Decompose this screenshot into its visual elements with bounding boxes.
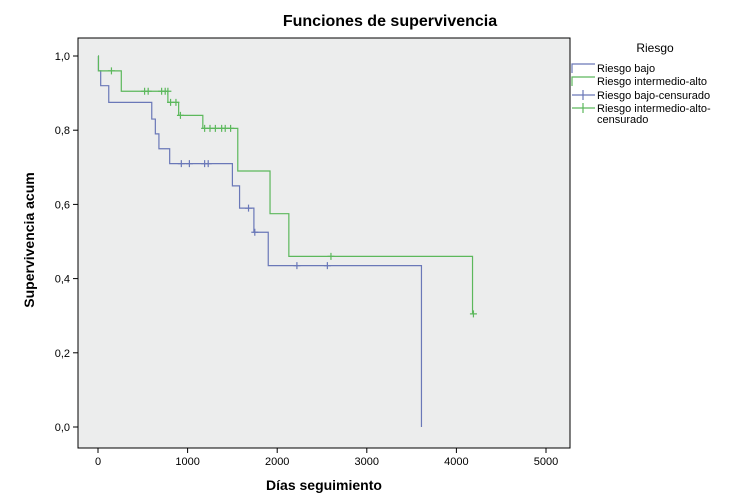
y-tick-label: 0,6 [55,199,70,211]
censor-mark-riesgo-intermedio-alto [227,124,235,132]
x-tick-label: 5000 [534,456,558,468]
y-tick-label: 0,0 [55,422,70,434]
legend-label-riesgo-intermedio-alto-censurado: Riesgo intermedio-alto- [597,103,711,115]
x-axis-title: Días seguimiento [266,477,382,493]
legend-label-riesgo-bajo-censurado: Riesgo bajo-censurado [597,90,710,102]
series-line-riesgo-intermedio-alto [97,55,474,314]
series-layer [97,55,477,427]
y-tick-label: 0,4 [55,274,70,286]
legend-title: Riesgo [636,41,674,55]
censor-mark-riesgo-intermedio-alto [144,87,152,95]
y-axis-title: Supervivencia acum [21,172,37,307]
censor-mark-riesgo-bajo [204,160,212,168]
censor-mark-riesgo-bajo [251,228,259,236]
chart-title: Funciones de supervivencia [283,13,497,30]
censor-mark-riesgo-intermedio-alto [469,310,477,318]
legend-swatch-riesgo-bajo-censurado [572,90,595,100]
x-tick-label: 0 [95,456,101,468]
legend-label-riesgo-intermedio-alto-censurado: censurado [597,114,648,126]
plot-area [77,37,571,449]
x-tick-label: 3000 [355,456,379,468]
x-axis: 0 1000 2000 3000 4000 5000 [95,448,558,468]
legend-label-riesgo-intermedio-alto: Riesgo intermedio-alto [597,76,707,88]
legend-swatch-riesgo-intermedio-alto [571,76,595,86]
legend-swatch-riesgo-bajo [571,63,595,73]
censor-mark-riesgo-intermedio-alto [107,67,115,75]
censor-mark-riesgo-bajo [323,262,331,270]
censor-mark-riesgo-intermedio-alto [176,111,184,119]
x-tick-label: 1000 [175,456,199,468]
legend-swatch-riesgo-intermedio-alto-censurado [572,103,595,113]
censor-mark-riesgo-bajo [177,160,185,168]
censor-mark-riesgo-bajo [185,160,193,168]
censor-mark-riesgo-intermedio-alto [211,124,219,132]
y-tick-label: 1,0 [55,51,70,63]
censor-mark-riesgo-intermedio-alto [172,98,180,106]
censor-mark-riesgo-intermedio-alto [327,252,335,260]
y-tick-label: 0,8 [55,125,70,137]
censor-mark-riesgo-bajo [293,262,301,270]
legend-label-riesgo-bajo: Riesgo bajo [597,63,655,75]
x-tick-label: 2000 [265,456,289,468]
x-tick-label: 4000 [444,456,468,468]
censor-mark-riesgo-intermedio-alto [164,87,172,95]
censor-mark-riesgo-bajo [245,204,253,212]
y-axis: 0,0 0,2 0,4 0,6 0,8 1,0 [55,51,78,434]
y-tick-label: 0,2 [55,348,70,360]
